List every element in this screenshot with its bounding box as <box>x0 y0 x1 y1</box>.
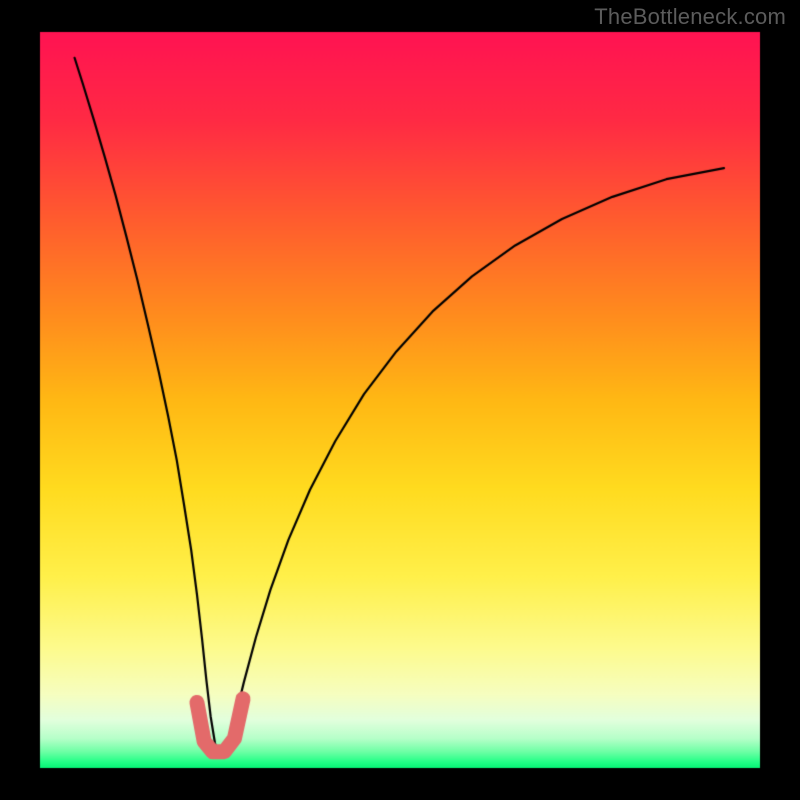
watermark-text: TheBottleneck.com <box>594 4 786 30</box>
bottleneck-chart <box>0 0 800 800</box>
